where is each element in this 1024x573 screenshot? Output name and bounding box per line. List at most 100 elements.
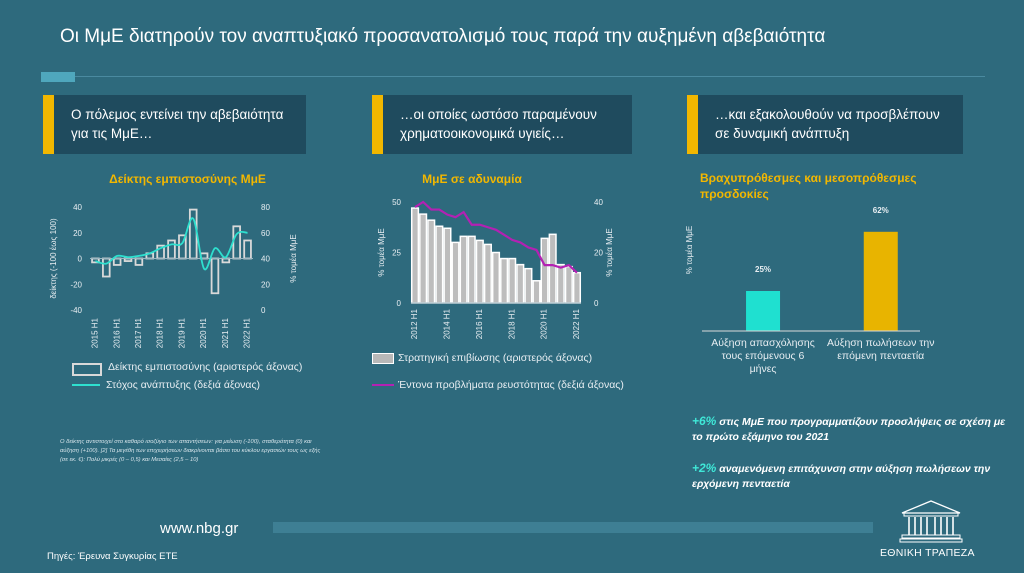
chart3-category-text: Αύξηση απασχόλησης τους επόμενους 6 μήνε… — [711, 337, 815, 375]
chart1-xtick: 2015 H1 — [91, 317, 100, 348]
chart2-bar — [564, 265, 573, 304]
chart1-legend-line-swatch — [72, 384, 100, 386]
chart2-legend-line-swatch — [372, 384, 394, 386]
chart2-liquidity-line — [414, 200, 578, 274]
chart3-data-label: 25% — [755, 265, 771, 274]
chart2-xtick: 2012 H1 — [410, 308, 419, 339]
chart1-xtick: 2020 H1 — [199, 317, 208, 348]
stat-hiring: +6% στις ΜμΕ που προγραμματίζουν προσλήψ… — [692, 414, 1010, 445]
chart2-bar — [508, 257, 517, 304]
chart2-legend-bar-swatch — [372, 352, 394, 364]
chart2-bar — [459, 235, 468, 304]
chart1-bar — [112, 257, 122, 266]
chart1-bar — [188, 208, 198, 260]
footnote: Ο δείκτης αντιστοιχεί στο καθαρό ισοζύγι… — [60, 439, 321, 463]
panel-1-subtitle: Δείκτης εμπιστοσύνης ΜμΕ — [109, 172, 266, 186]
chart2-ytick-right: 0 — [594, 299, 599, 308]
chart1-ytick-right: 0 — [261, 306, 266, 315]
bank-building-icon — [899, 500, 963, 543]
stat-sales: +2% αναμενόμενη επιτάχυνση στην αύξηση π… — [692, 461, 1010, 492]
footer-rule — [273, 522, 873, 533]
chart1-xtick: 2021 H1 — [221, 317, 230, 348]
chart2-bar — [540, 237, 549, 304]
panel-3-subtitle: Βραχυπρόθεσμες και μεσοπρόθεσμες προσδοκ… — [700, 171, 917, 201]
chart1-ylabel-right: % τομέα ΜμΕ — [289, 234, 298, 282]
chart2-bar — [419, 213, 428, 304]
chart1-ytick-right: 20 — [261, 280, 270, 289]
chart1-xtick: 2018 H1 — [156, 317, 165, 348]
chart-weak-smes: 50 25 0 40 20 0 2012 H1 2014 H1 2016 H1 2018 H1 20… — [377, 198, 614, 339]
chart2-xtick: 2014 H1 — [443, 308, 452, 339]
stat-hiring-pct: +6% — [692, 414, 717, 428]
panel-2-header: …οι οποίες ωστόσο παραμένουν χρηματοοικο… — [372, 95, 632, 154]
chart2-bar — [491, 251, 501, 304]
chart2-bar — [556, 263, 565, 304]
chart2-bar — [427, 219, 436, 304]
panel-3-header-accent — [687, 95, 698, 154]
chart3-data-label: 62% — [873, 206, 889, 215]
panel-2-subtitle: ΜμΕ σε αδυναμία — [422, 172, 522, 186]
chart2-bar — [483, 243, 492, 304]
source-note: Πηγές: Έρευνα Συγκυρίας ΕΤΕ — [47, 551, 178, 562]
chart2-legend-line-label: Έντονα προβλήματα ρευστότητας (δεξιά άξο… — [398, 379, 624, 391]
chart1-ytick-left: 20 — [73, 229, 82, 238]
chart2-bar — [451, 241, 460, 304]
chart2-bar — [443, 227, 452, 304]
title-rule — [75, 76, 985, 77]
chart1-xtick: 2016 H1 — [112, 317, 121, 348]
chart3-ylabel: % τομέα ΜμΕ — [685, 226, 694, 274]
chart1-bar — [232, 225, 241, 260]
chart2-xtick: 2016 H1 — [475, 308, 484, 339]
chart1-ytick-right: 80 — [261, 203, 270, 212]
chart1-bar — [102, 257, 111, 278]
chart2-ylabel-left: % τομέα ΜμΕ — [377, 228, 386, 276]
chart2-bar — [410, 207, 420, 304]
chart-sme-confidence: 40 20 0 -20 -40 80 60 40 20 0 2015 H1 2016 H1 2017 H… — [49, 203, 298, 348]
chart1-legend-item-bars: Δείκτης εμπιστοσύνης (αριστερός άξονας) — [72, 361, 312, 376]
chart1-bar — [134, 257, 144, 266]
stat-hiring-text: στις ΜμΕ που προγραμματίζουν προσλήψεις … — [692, 416, 1006, 443]
chart1-bar — [243, 239, 252, 260]
chart2-bar — [435, 225, 444, 304]
chart2-legend: Στρατηγική επιβίωσης (αριστερός άξονας) … — [372, 352, 632, 392]
chart1-legend-line-label: Στόχος ανάπτυξης (δεξιά άξονας) — [106, 379, 261, 391]
chart2-bar — [532, 280, 541, 304]
chart2-ytick-right: 20 — [594, 249, 603, 258]
chart1-bar — [221, 257, 231, 264]
chart1-legend: Δείκτης εμπιστοσύνης (αριστερός άξονας) … — [72, 361, 312, 391]
chart1-legend-bar-label: Δείκτης εμπιστοσύνης (αριστερός άξονας) — [108, 361, 303, 373]
stat-sales-text: αναμενόμενη επιτάχυνση στην αύξηση πωλήσ… — [692, 463, 991, 490]
panel-2-header-text: …οι οποίες ωστόσο παραμένουν χρηματοοικο… — [400, 107, 597, 141]
chart2-bar — [524, 267, 533, 304]
chart2-ylabel-right: % τομέα ΜμΕ — [605, 228, 614, 276]
chart1-ytick-left: -40 — [70, 306, 82, 315]
chart2-bar — [572, 271, 582, 304]
chart2-ytick-left: 25 — [392, 249, 401, 258]
chart2-bar — [548, 233, 557, 304]
panel-1-header-accent — [43, 95, 54, 154]
chart1-ytick-right: 60 — [261, 229, 270, 238]
panel-1-header-text: Ο πόλεμος εντείνει την αβεβαιότητα για τ… — [71, 107, 284, 141]
chart1-ytick-left: 40 — [73, 203, 82, 212]
chart2-xtick: 2020 H1 — [540, 308, 549, 339]
chart3-category-label: Αύξηση απασχόλησης τους επόμενους 6 μήνε… — [711, 337, 815, 375]
chart2-ytick-left: 50 — [392, 198, 401, 207]
stat-sales-pct: +2% — [692, 461, 717, 475]
chart1-xtick: 2017 H1 — [134, 317, 143, 348]
panel-2-header-accent — [372, 95, 383, 154]
chart1-bar — [210, 257, 220, 295]
chart3-category-text: Αύξηση πωλήσεων την επόμενη πενταετία — [827, 337, 935, 362]
website-link[interactable]: www.nbg.gr — [160, 520, 239, 537]
bank-logo-text: ΕΘΝΙΚΗ ΤΡΑΠΕΖΑ — [880, 547, 975, 559]
chart1-ytick-left: -20 — [70, 280, 82, 289]
chart1-xtick: 2019 H1 — [177, 317, 186, 348]
chart2-legend-item-line: Έντονα προβλήματα ρευστότητας (δεξιά άξο… — [372, 378, 632, 392]
panel-3-header-text: …και εξακολουθούν να προσβλέπουν σε δυνα… — [715, 107, 940, 141]
chart2-legend-item-bars: Στρατηγική επιβίωσης (αριστερός άξονας) — [372, 352, 632, 364]
chart3-bar — [863, 231, 898, 331]
title-accent — [41, 72, 75, 82]
chart1-bar — [167, 239, 176, 260]
chart2-legend-bar-label: Στρατηγική επιβίωσης (αριστερός άξονας) — [398, 352, 593, 364]
chart3-category-label: Αύξηση πωλήσεων την επόμενη πενταετία — [827, 337, 935, 362]
chart-expectations: 25% 62% Αύξηση απασχόλησης τους επόμενους … — [685, 206, 935, 375]
